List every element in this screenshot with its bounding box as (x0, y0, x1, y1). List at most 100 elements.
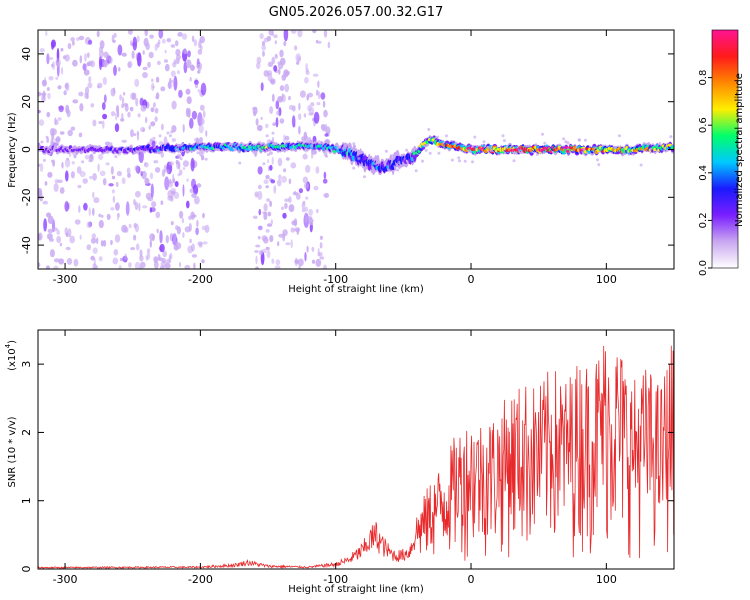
track-scatter (38, 163, 41, 167)
noise-blob (322, 100, 326, 108)
noise-blob (92, 191, 95, 199)
noise-blob (316, 89, 319, 96)
noise-blob (151, 78, 154, 83)
noise-blob (197, 70, 201, 74)
x-tick-label: -100 (323, 273, 348, 286)
track-scatter (577, 138, 581, 142)
noise-blob (83, 69, 90, 76)
track-scatter (310, 144, 314, 148)
snr-ylabel: SNR (10 * v/v) (7, 416, 18, 487)
track-scatter (204, 157, 208, 161)
track-scatter (97, 145, 101, 148)
noise-blob (202, 110, 206, 118)
noise-blob (87, 82, 93, 89)
noise-blob (53, 182, 59, 192)
noise-blob (162, 250, 167, 258)
noise-blob (127, 173, 131, 178)
noise-blob (196, 64, 201, 69)
noise-blob (269, 106, 274, 115)
noise-blob (145, 255, 149, 261)
noise-blob (111, 175, 116, 180)
noise-blob (190, 211, 195, 220)
noise-blob (65, 170, 69, 182)
noise-blob (257, 124, 263, 132)
noise-blob (257, 225, 263, 231)
noise-blob (137, 52, 142, 67)
noise-blob (56, 229, 60, 236)
noise-blob (254, 250, 259, 253)
track-scatter (304, 148, 308, 152)
noise-blob (285, 242, 291, 246)
noise-blob (123, 103, 129, 107)
colorbar-tick-label: 0.0 (698, 260, 709, 276)
noise-blob (316, 40, 322, 44)
noise-blob (288, 104, 294, 111)
track-scatter (597, 163, 601, 167)
y-tick-label: -20 (20, 188, 33, 206)
noise-blob (261, 248, 267, 254)
noise-blob (194, 79, 199, 85)
noise-blob (324, 123, 327, 132)
noise-blob (179, 262, 182, 268)
noise-blob (161, 257, 166, 264)
track-scatter (170, 130, 174, 134)
colorbar-label: Normalized spectral amplitude (734, 73, 745, 227)
noise-blob (115, 181, 119, 188)
noise-blob (172, 61, 177, 68)
noise-blob (97, 163, 100, 172)
noise-blob (66, 257, 73, 265)
noise-blob (88, 207, 91, 217)
noise-blob (112, 189, 115, 194)
noise-blob (151, 82, 155, 92)
noise-blob (285, 157, 290, 161)
noise-blob (186, 178, 189, 182)
noise-blob (283, 30, 289, 42)
track-scatter (50, 159, 54, 163)
noise-blob (127, 111, 131, 118)
noise-blob (168, 254, 172, 264)
noise-blob (290, 239, 293, 249)
track-scatter (639, 163, 643, 167)
noise-blob (176, 153, 182, 159)
noise-blob (139, 249, 143, 257)
noise-blob (135, 97, 139, 107)
noise-blob (255, 244, 261, 248)
noise-blob (197, 49, 203, 55)
noise-blob (305, 63, 308, 70)
noise-blob (129, 106, 134, 112)
noise-blob (77, 184, 82, 189)
noise-blob (73, 154, 77, 159)
noise-blob (118, 67, 121, 72)
noise-blob (115, 105, 120, 114)
noise-blob (65, 232, 69, 238)
noise-blob (89, 175, 93, 180)
noise-blob (284, 198, 290, 202)
track-scatter (325, 154, 329, 158)
noise-blob (147, 197, 154, 202)
noise-blob (168, 161, 174, 166)
noise-blob (145, 116, 148, 124)
noise-blob (142, 128, 145, 132)
noise-blob (174, 181, 179, 187)
noise-blob (302, 200, 306, 205)
noise-blob (136, 132, 140, 141)
y-tick-label: 20 (20, 95, 33, 109)
noise-blob (121, 177, 126, 185)
noise-blob (315, 166, 320, 174)
colorbar-tick-label: 0.4 (698, 165, 709, 181)
noise-blob (153, 160, 159, 164)
track-scatter (458, 159, 461, 163)
noise-blob (53, 258, 60, 263)
track-scatter (397, 161, 401, 165)
noise-blob (294, 45, 298, 51)
colorbar-tick-label: 0.2 (698, 212, 709, 228)
noise-blob (106, 213, 111, 220)
noise-blob (323, 264, 327, 269)
track-scatter (335, 144, 339, 148)
noise-blob (90, 103, 95, 108)
noise-blob (57, 117, 62, 121)
noise-blob (139, 255, 144, 262)
noise-blob (117, 44, 123, 56)
noise-blob (272, 122, 277, 126)
